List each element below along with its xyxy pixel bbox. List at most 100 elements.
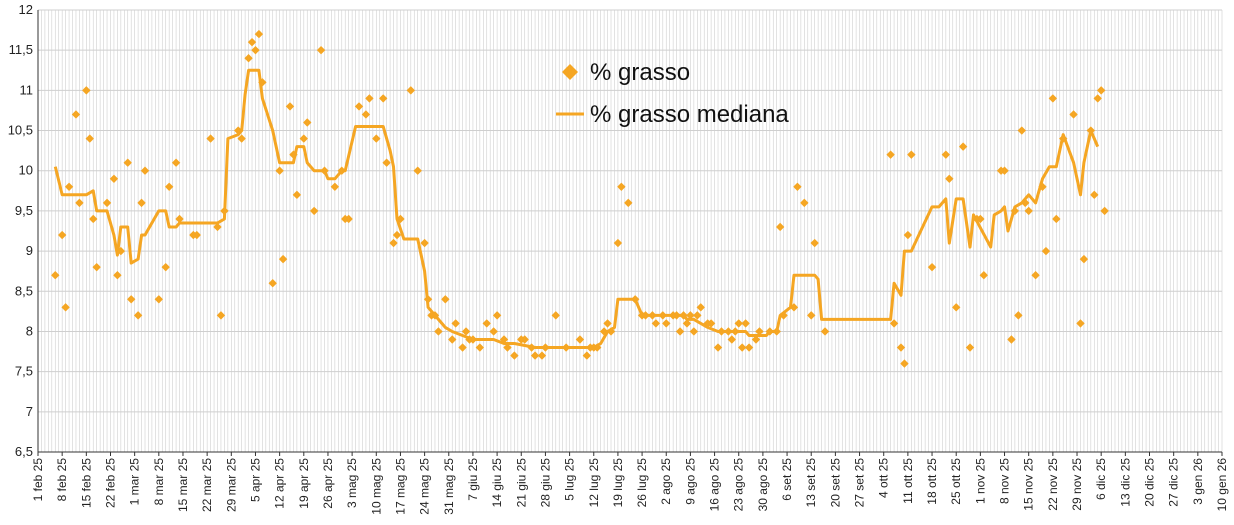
x-tick-label: 25 ott 25 [949, 458, 963, 505]
scatter-point [109, 174, 119, 183]
scatter-point [541, 343, 550, 352]
scatter-point [807, 311, 816, 320]
scatter-point [1076, 319, 1085, 328]
x-tick-label: 5 apr 25 [248, 458, 262, 502]
x-tick-label: 8 mar 25 [152, 458, 166, 506]
x-tick-label: 17 mag 25 [393, 458, 407, 515]
scatter-point [365, 94, 374, 103]
scatter-point [1086, 126, 1096, 135]
x-tick-label: 30 ago 25 [756, 458, 770, 512]
scatter-point [64, 182, 74, 191]
y-tick-label: 10 [19, 163, 33, 178]
x-tick-label: 8 nov 25 [998, 458, 1012, 504]
scatter-point [423, 295, 433, 304]
x-tick-label: 12 lug 25 [587, 458, 601, 508]
scatter-point [1014, 311, 1023, 320]
scatter-point [1093, 94, 1102, 103]
x-tick-label: 15 feb 25 [79, 458, 93, 508]
scatter-point [751, 335, 761, 344]
scatter-point [372, 134, 381, 143]
scatter-point [492, 311, 502, 320]
y-tick-label: 9,5 [15, 203, 33, 218]
grid [37, 9, 1223, 453]
legend-label-scatter: % grasso [590, 59, 690, 86]
scatter-point [1090, 190, 1099, 200]
scatter-point [123, 158, 132, 167]
scatter-point [396, 214, 405, 224]
scatter-point [696, 303, 705, 312]
x-tick-label: 19 lug 25 [611, 458, 625, 508]
x-tick-label: 6 dic 25 [1094, 458, 1108, 500]
x-tick-label: 31 mag 25 [442, 458, 456, 515]
scatter-point [361, 110, 371, 119]
scatter-point [648, 311, 657, 320]
scatter-point [234, 126, 243, 135]
scatter-point [320, 166, 329, 175]
scatter-point [475, 343, 485, 352]
scatter-point [724, 327, 733, 336]
scatter-point [958, 142, 968, 151]
scatter-point [354, 102, 364, 111]
scatter-point [292, 190, 302, 200]
scatter-point [441, 295, 450, 304]
scatter-point [510, 351, 519, 360]
scatter-point [606, 327, 616, 336]
scatter-point [727, 335, 737, 344]
scatter-point [316, 45, 326, 55]
scatter-point [582, 351, 592, 360]
scatter-point [430, 311, 440, 320]
legend-item-line: % grasso mediana [556, 101, 789, 128]
scatter-point [810, 238, 819, 248]
x-tick-label: 13 set 25 [804, 458, 818, 508]
scatter-series [51, 29, 1109, 368]
scatter-point [530, 351, 540, 360]
scatter-point [237, 134, 246, 143]
scatter-point [420, 238, 429, 248]
scatter-point [717, 327, 726, 336]
scatter-point [251, 45, 260, 55]
scatter-point [527, 343, 536, 352]
scatter-point [406, 86, 416, 95]
scatter-point [713, 343, 723, 352]
scatter-point [789, 303, 799, 312]
x-tick-label: 3 gen 26 [1191, 458, 1205, 505]
x-tick-label: 20 set 25 [828, 458, 842, 508]
scatter-point [772, 327, 781, 336]
x-tick-label: 12 apr 25 [273, 458, 287, 509]
x-tick-label: 26 lug 25 [635, 458, 649, 508]
y-tick-label: 7,5 [15, 364, 33, 379]
legend: % grasso % grasso mediana [556, 59, 789, 128]
scatter-point [161, 262, 170, 272]
scatter-point [89, 214, 98, 224]
scatter-point [468, 335, 478, 344]
x-tick-label: 16 ago 25 [708, 458, 722, 512]
x-tick-label: 22 mar 25 [200, 458, 214, 512]
scatter-point [900, 359, 909, 368]
scatter-point [140, 166, 150, 175]
scatter-point [127, 295, 136, 304]
scatter-point [482, 319, 491, 328]
x-tick-label: 18 ott 25 [925, 458, 939, 505]
x-tick-label: 29 nov 25 [1070, 458, 1084, 511]
x-tick-label: 8 feb 25 [55, 458, 69, 502]
scatter-point [744, 343, 754, 352]
scatter-point [1052, 214, 1061, 224]
scatter-point [965, 343, 975, 352]
scatter-point [258, 78, 267, 87]
scatter-point [75, 198, 84, 208]
scatter-point [289, 150, 298, 159]
scatter-point [537, 351, 547, 360]
scatter-point [1021, 198, 1030, 208]
scatter-point [458, 343, 467, 352]
scatter-point [244, 54, 253, 63]
x-tick-label: 3 mag 25 [345, 458, 359, 508]
scatter-point [299, 134, 308, 143]
scatter-point [344, 214, 353, 224]
scatter-point [641, 311, 650, 320]
scatter-point [206, 134, 215, 143]
scatter-point [1024, 206, 1033, 216]
scatter-point [213, 222, 222, 232]
scatter-point [976, 214, 985, 224]
scatter-point [216, 311, 226, 320]
